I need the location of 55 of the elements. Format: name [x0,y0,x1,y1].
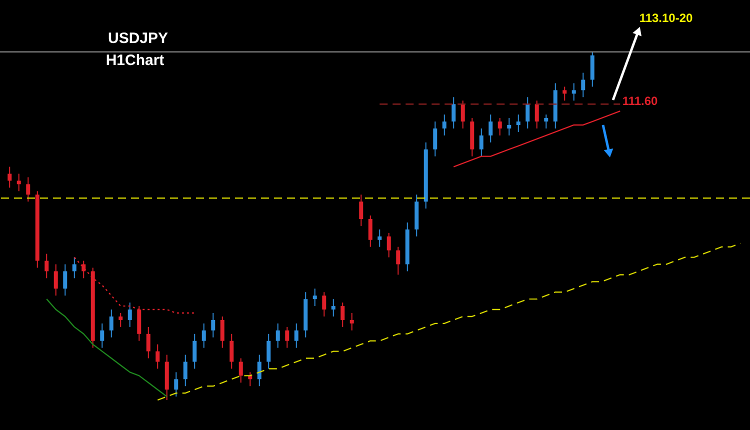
candlestick [498,118,502,136]
candlestick [156,344,160,370]
candlestick [8,166,12,188]
candlestick [368,215,372,248]
candlestick [146,326,150,359]
candlestick [230,333,234,370]
candlestick [276,322,280,348]
candlestick [526,96,530,129]
candlestick [507,118,512,136]
candlestick [100,322,104,348]
candlestick [396,246,400,276]
candlestick [460,100,465,129]
candlestick [359,194,364,226]
candlestick [192,333,197,370]
candlestick [174,372,178,398]
candlestick [433,121,438,157]
candlestick [202,322,206,348]
candlestick [516,114,520,132]
candlestick [386,232,391,258]
candlestick [294,322,298,348]
candlestick [322,292,326,317]
candlestick [109,309,114,338]
candlestick [16,173,21,192]
candlestick [63,264,68,296]
candlestick [54,264,58,296]
candlestick [257,354,262,387]
candlestick [266,333,271,370]
candlestick [118,312,123,328]
candlestick [340,302,345,328]
candlestick [26,176,30,202]
candlestick [488,114,493,143]
candlestick [479,128,484,157]
annotation: 111.60 [622,94,658,108]
candlestick [378,228,382,248]
candlestick [220,316,224,348]
candlestick [72,256,76,279]
candlestick [452,96,456,129]
annotation: H1Chart [106,52,164,69]
candlestick [544,114,548,129]
candlestick [534,100,539,129]
candlestick [572,82,576,102]
candlestick [44,253,49,279]
candlestick [312,288,317,307]
candlestick [183,354,188,387]
text: 113.10-20 [639,11,694,25]
candlestick [331,298,336,317]
candlestick [562,86,567,102]
text: USDJPY [108,30,168,47]
candlestick [238,358,243,384]
candlestick [211,312,216,338]
candlestick [128,302,132,328]
candlestick [581,72,586,98]
candlestick [285,326,290,348]
candlestick [350,312,354,331]
candlestick [442,114,446,136]
